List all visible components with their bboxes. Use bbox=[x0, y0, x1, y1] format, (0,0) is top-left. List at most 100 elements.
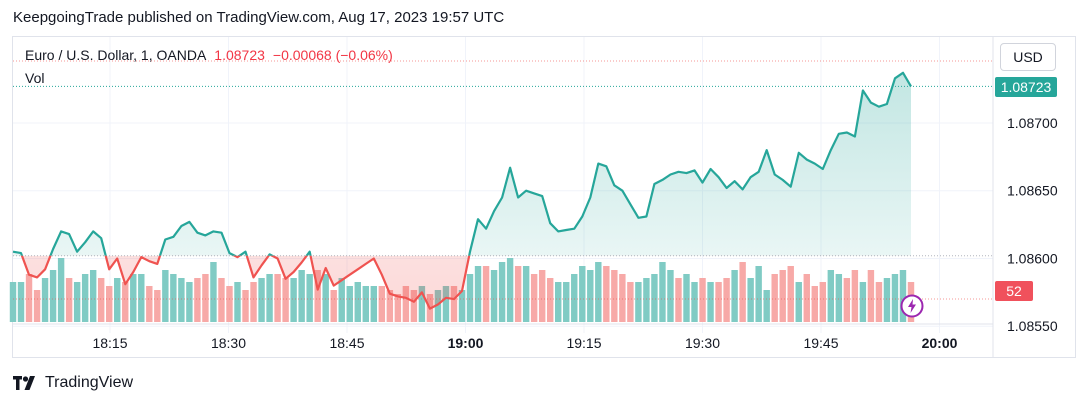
y-tick-label: 1.08650 bbox=[1007, 183, 1058, 199]
volume-bar bbox=[875, 282, 883, 322]
last-volume-badge: 52 bbox=[995, 281, 1033, 301]
volume-bar bbox=[450, 286, 458, 322]
x-tick-label: 20:00 bbox=[922, 335, 958, 351]
volume-bar bbox=[787, 266, 794, 322]
volume-bar bbox=[571, 274, 578, 322]
volume-bar bbox=[563, 282, 570, 322]
brand-name: TradingView bbox=[45, 374, 134, 391]
volume-bar bbox=[370, 286, 378, 322]
volume-bar bbox=[9, 282, 17, 322]
volume-bar bbox=[490, 270, 498, 322]
volume-bar bbox=[17, 282, 25, 322]
volume-bar bbox=[779, 270, 786, 322]
volume-bar bbox=[835, 274, 843, 322]
legend-change: −0.00068 (−0.06%) bbox=[272, 47, 393, 63]
volume-bar bbox=[410, 290, 418, 322]
volume-bar bbox=[627, 282, 634, 322]
volume-bar bbox=[859, 282, 867, 322]
volume-bar bbox=[322, 274, 329, 322]
volume-bar bbox=[122, 282, 129, 322]
volume-bar bbox=[186, 282, 193, 322]
chart-frame[interactable] bbox=[12, 36, 1076, 358]
volume-bar bbox=[458, 290, 466, 322]
volume-bar bbox=[434, 290, 442, 322]
volume-bar bbox=[899, 270, 907, 322]
volume-bar bbox=[466, 274, 474, 322]
volume-bar bbox=[306, 274, 313, 322]
volume-bar bbox=[811, 286, 818, 322]
volume-bar bbox=[402, 286, 410, 322]
symbol-legend: Euro / U.S. Dollar, 1, OANDA 1.08723 −0.00… bbox=[25, 47, 393, 63]
volume-bar bbox=[827, 270, 835, 322]
volume-bar bbox=[266, 274, 273, 322]
brand-footer[interactable]: TradingView bbox=[13, 374, 133, 392]
volume-bar bbox=[146, 286, 153, 322]
last-price-badge: 1.08723 bbox=[995, 77, 1057, 97]
volume-bar bbox=[81, 274, 89, 322]
volume-bar bbox=[154, 290, 161, 322]
volume-bar bbox=[170, 274, 177, 322]
volume-bar bbox=[819, 282, 827, 322]
symbol-name[interactable]: Euro / U.S. Dollar, 1, OANDA bbox=[25, 47, 207, 63]
volume-bar bbox=[635, 282, 642, 322]
volume-bar bbox=[314, 270, 321, 322]
volume-bar bbox=[498, 262, 506, 322]
volume-bar bbox=[25, 274, 33, 322]
volume-bar bbox=[843, 278, 851, 322]
volume-bar bbox=[89, 270, 97, 322]
volume-legend[interactable]: Vol bbox=[25, 70, 45, 86]
volume-bar bbox=[394, 294, 402, 322]
x-tick-label: 19:30 bbox=[685, 335, 720, 351]
volume-bar bbox=[234, 282, 241, 322]
volume-bar bbox=[803, 274, 810, 322]
volume-bar bbox=[57, 258, 65, 322]
volume-bar bbox=[33, 290, 41, 322]
y-tick-label: 1.08550 bbox=[1007, 318, 1058, 334]
volume-bar bbox=[611, 270, 618, 322]
volume-bar bbox=[218, 278, 225, 322]
volume-bar bbox=[867, 270, 875, 322]
volume-bar bbox=[178, 278, 185, 322]
volume-bar bbox=[691, 282, 698, 322]
volume-bar bbox=[226, 286, 233, 322]
volume-bar bbox=[290, 278, 297, 322]
volume-bar bbox=[282, 278, 289, 322]
volume-bar bbox=[49, 270, 57, 322]
volume-bar bbox=[675, 278, 682, 322]
volume-bar bbox=[442, 286, 450, 322]
volume-bar bbox=[138, 274, 145, 322]
x-tick-label: 18:15 bbox=[92, 335, 127, 351]
volume-bar bbox=[114, 278, 121, 322]
volume-bar bbox=[362, 286, 369, 322]
volume-bar bbox=[667, 270, 674, 322]
volume-bar bbox=[242, 290, 249, 322]
volume-bar bbox=[755, 266, 762, 322]
volume-bar bbox=[891, 274, 899, 322]
x-tick-label: 19:15 bbox=[566, 335, 601, 351]
volume-bar bbox=[579, 266, 586, 322]
volume-bar bbox=[699, 278, 706, 322]
volume-bar bbox=[194, 278, 201, 322]
volume-bar bbox=[595, 262, 602, 322]
volume-bar bbox=[97, 278, 105, 322]
volume-bar bbox=[771, 274, 778, 322]
volume-bar bbox=[538, 270, 546, 322]
volume-bar bbox=[258, 278, 265, 322]
volume-bar bbox=[386, 290, 394, 322]
volume-bar bbox=[587, 270, 594, 322]
volume-bar bbox=[883, 278, 891, 322]
volume-bar bbox=[707, 282, 714, 322]
volume-bar bbox=[747, 278, 754, 322]
volume-bar bbox=[522, 266, 530, 322]
volume-bar bbox=[514, 266, 522, 322]
volume-bar bbox=[530, 274, 538, 322]
volume-bar bbox=[851, 270, 859, 322]
lightning-bolt-icon[interactable] bbox=[900, 294, 924, 318]
currency-button[interactable]: USD bbox=[1000, 43, 1056, 71]
volume-bar bbox=[162, 270, 169, 322]
volume-bar bbox=[210, 262, 217, 322]
price-line-below bbox=[20, 255, 471, 310]
volume-bar bbox=[474, 266, 482, 322]
published-caption: KeepgoingTrade published on TradingView.… bbox=[13, 9, 505, 26]
